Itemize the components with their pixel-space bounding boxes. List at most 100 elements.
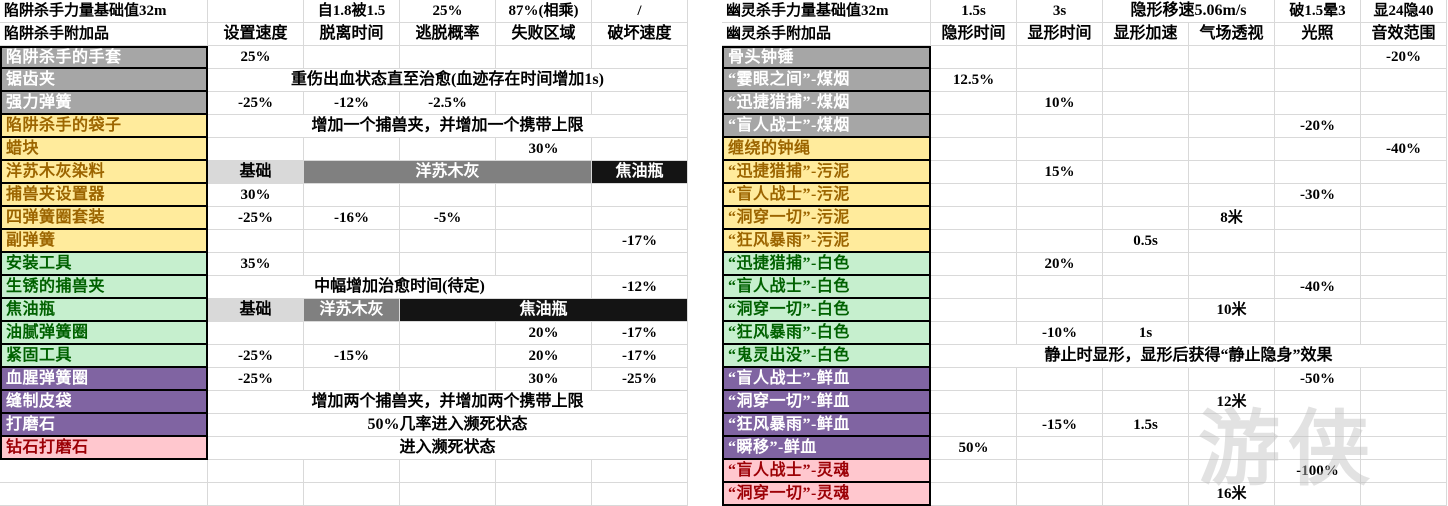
empty-cell[interactable] [1189,161,1275,184]
column-header[interactable]: 设置速度 [208,23,304,46]
empty-cell[interactable] [400,184,496,207]
empty-cell[interactable] [1275,391,1361,414]
stat-cell[interactable]: -2.5% [400,92,496,115]
empty-cell[interactable] [931,368,1017,391]
stat-cell[interactable]: 1s [1103,322,1189,345]
item-name-cell[interactable]: “洞穿一切”-灵魂 [722,483,931,506]
empty-cell[interactable] [1189,437,1275,460]
column-header[interactable]: 光照 [1275,23,1361,46]
stat-cell[interactable]: 16米 [1189,483,1275,506]
item-name-cell[interactable]: 缝制皮袋 [0,391,208,414]
empty-cell[interactable] [931,391,1017,414]
stat-cell[interactable]: 30% [496,368,592,391]
empty-cell[interactable] [1189,414,1275,437]
stat-cell[interactable]: 12米 [1189,391,1275,414]
empty-cell[interactable] [1275,437,1361,460]
empty-cell[interactable] [1103,391,1189,414]
empty-cell[interactable] [1103,161,1189,184]
stat-cell[interactable]: -40% [1275,276,1361,299]
empty-cell[interactable] [592,460,688,483]
empty-cell[interactable] [1275,161,1361,184]
item-name-cell[interactable]: 骨头钟锤 [722,46,931,69]
empty-cell[interactable] [208,460,304,483]
stat-cell[interactable]: 隐形移速5.06m/s [1103,0,1275,23]
empty-cell[interactable] [931,138,1017,161]
item-name-cell[interactable]: “狂风暴雨”-污泥 [722,230,931,253]
stat-cell[interactable]: 静止时显形，显形后获得“静止隐身”效果 [931,345,1447,368]
empty-cell[interactable] [931,276,1017,299]
stat-cell[interactable]: -25% [592,368,688,391]
empty-cell[interactable] [1361,69,1447,92]
empty-cell[interactable] [1103,483,1189,506]
stat-cell[interactable]: -10% [1017,322,1103,345]
item-name-cell[interactable]: 安装工具 [0,253,208,276]
item-name-cell[interactable]: 生锈的捕兽夹 [0,276,208,299]
item-name-cell[interactable]: “盲人战士”-污泥 [722,184,931,207]
item-name-cell[interactable]: “盲人战士”-灵魂 [722,460,931,483]
stat-cell[interactable]: -50% [1275,368,1361,391]
empty-cell[interactable] [1103,115,1189,138]
empty-cell[interactable] [592,184,688,207]
item-name-cell[interactable]: 副弹簧 [0,230,208,253]
stat-cell[interactable]: 50%几率进入濒死状态 [208,414,688,437]
column-header[interactable]: 显形时间 [1017,23,1103,46]
empty-cell[interactable] [592,92,688,115]
empty-cell[interactable] [592,46,688,69]
empty-cell[interactable] [496,207,592,230]
stat-cell[interactable]: 0.5s [1103,230,1189,253]
item-name-cell[interactable]: “霎眼之间”-煤烟 [722,69,931,92]
column-header[interactable]: 隐形时间 [931,23,1017,46]
item-name-cell[interactable]: “盲人战士”-煤烟 [722,115,931,138]
stat-cell[interactable]: -25% [208,207,304,230]
empty-cell[interactable] [1103,276,1189,299]
column-header[interactable]: 音效范围 [1361,23,1447,46]
empty-cell[interactable] [931,414,1017,437]
item-name-cell[interactable]: 陷阱杀手的手套 [0,46,208,69]
empty-cell[interactable] [1017,115,1103,138]
empty-cell[interactable] [496,230,592,253]
empty-cell[interactable] [1017,437,1103,460]
empty-cell[interactable] [1189,46,1275,69]
empty-cell[interactable] [208,230,304,253]
stat-cell[interactable]: -17% [592,345,688,368]
empty-cell[interactable] [400,138,496,161]
item-name-cell[interactable]: 强力弹簧 [0,92,208,115]
empty-cell[interactable] [1017,276,1103,299]
empty-cell[interactable] [400,322,496,345]
stat-cell[interactable]: 10米 [1189,299,1275,322]
item-name-cell[interactable]: 钻石打磨石 [0,437,208,460]
empty-cell[interactable] [400,253,496,276]
item-name-cell[interactable]: “鬼灵出没”-白色 [722,345,931,368]
empty-cell[interactable] [304,46,400,69]
empty-cell[interactable] [1189,368,1275,391]
stat-cell[interactable]: -15% [1017,414,1103,437]
stat-cell[interactable]: / [592,0,688,23]
empty-cell[interactable] [1189,276,1275,299]
stat-cell[interactable]: 20% [1017,253,1103,276]
empty-cell[interactable] [1103,207,1189,230]
empty-cell[interactable] [1361,322,1447,345]
empty-cell[interactable] [1017,299,1103,322]
empty-cell[interactable] [1189,460,1275,483]
empty-cell[interactable] [1103,69,1189,92]
stat-cell[interactable]: 8米 [1189,207,1275,230]
empty-cell[interactable] [1361,184,1447,207]
stat-cell[interactable]: 50% [931,437,1017,460]
stat-cell[interactable]: 显24隐40 [1361,0,1447,23]
empty-cell[interactable] [496,253,592,276]
empty-cell[interactable] [304,184,400,207]
empty-cell[interactable] [592,207,688,230]
empty-cell[interactable] [931,115,1017,138]
item-name-cell[interactable]: “盲人战士”-鲜血 [722,368,931,391]
column-header[interactable]: 显形加速 [1103,23,1189,46]
stat-cell[interactable]: 12.5% [931,69,1017,92]
empty-cell[interactable] [931,207,1017,230]
empty-cell[interactable] [1275,230,1361,253]
empty-cell[interactable] [304,253,400,276]
stat-cell[interactable]: -20% [1361,46,1447,69]
empty-cell[interactable] [1275,69,1361,92]
stat-cell[interactable]: -20% [1275,115,1361,138]
empty-cell[interactable] [1361,92,1447,115]
empty-cell[interactable] [1189,69,1275,92]
table-subtitle-cell[interactable]: 陷阱杀手附加品 [0,23,208,46]
